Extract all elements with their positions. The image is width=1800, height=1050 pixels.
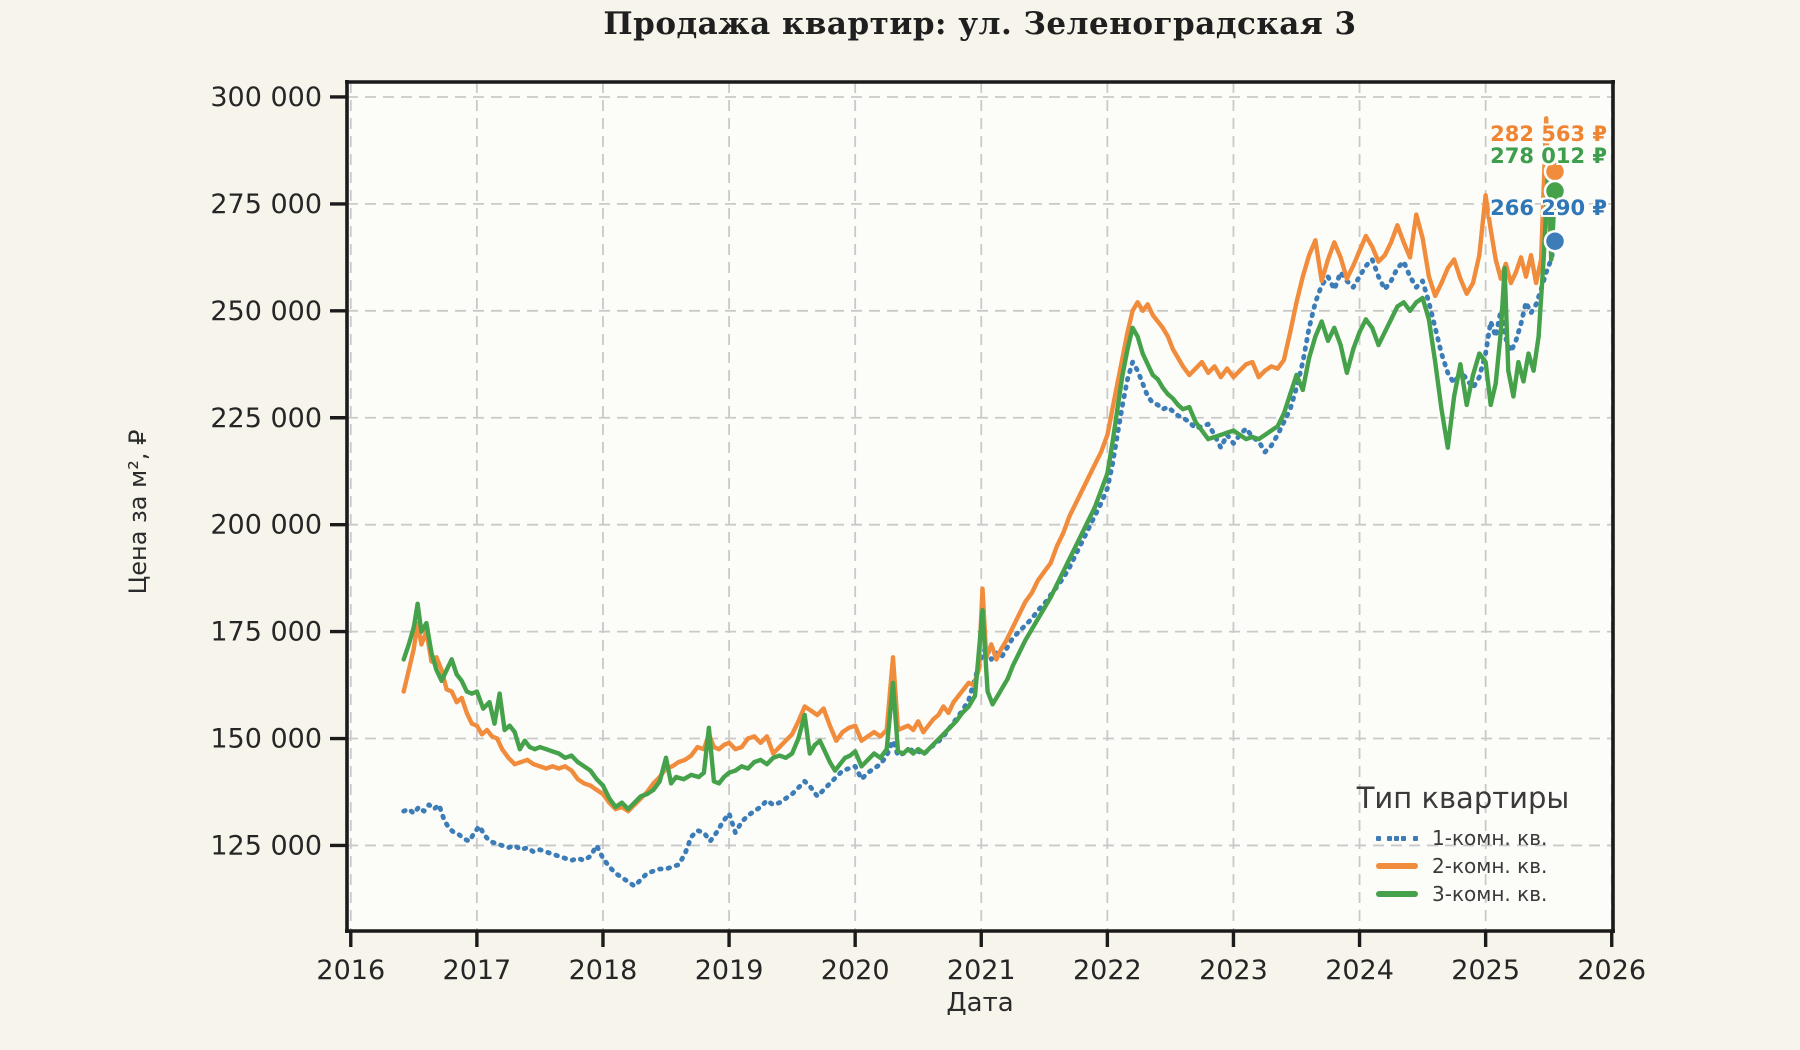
svg-text:2025: 2025 [1451,955,1520,986]
chart-title: Продажа квартир: ул. Зеленоградская 3 [603,6,1357,42]
legend-title: Тип квартиры [1356,781,1570,815]
legend-item-3room: 3-комн. кв. [1320,880,1606,908]
solid-line-swatch-icon [1376,891,1418,897]
svg-text:2026: 2026 [1577,955,1646,986]
axes-spines [345,80,1615,933]
svg-text:2020: 2020 [821,955,890,986]
svg-text:2017: 2017 [443,955,512,986]
legend-item-1room: 1-комн. кв. [1320,824,1606,852]
legend-item-2room: 2-комн. кв. [1320,852,1606,880]
final-point-marker [1543,179,1567,203]
svg-text:2021: 2021 [947,955,1016,986]
y-tick-labels: 125 000 150 000 175 000 200 000 225 000 250 0… [210,82,322,861]
svg-text:200 000: 200 000 [210,510,322,541]
svg-text:250 000: 250 000 [210,296,322,327]
svg-text:2023: 2023 [1199,955,1268,986]
svg-text:2022: 2022 [1073,955,1142,986]
svg-text:2019: 2019 [695,955,764,986]
svg-text:2016: 2016 [316,955,385,986]
series-1-комн. кв. [401,238,1558,889]
series-3-комн. кв. [401,158,1558,812]
tick-marks [330,95,1614,947]
solid-line-swatch-icon [1376,863,1418,869]
svg-text:125 000: 125 000 [210,830,322,861]
svg-text:2024: 2024 [1325,955,1394,986]
svg-text:300 000: 300 000 [210,82,322,113]
plot-area [347,82,1613,931]
final-price-label-1room: 266 290 ₽ [1490,196,1607,220]
svg-text:225 000: 225 000 [210,403,322,434]
legend: Тип квартиры 1-комн. кв. 2-комн. кв. 3-к… [1320,781,1606,908]
final-point-marker [1543,229,1567,253]
x-axis-label: Дата [946,988,1014,1018]
svg-text:150 000: 150 000 [210,724,322,755]
legend-label: 2-комн. кв. [1432,854,1548,878]
final-price-label-2room: 282 563 ₽ [1490,122,1607,146]
y-axis-label: Цена за м², ₽ [124,429,152,595]
final-price-label-3room: 278 012 ₽ [1490,144,1607,168]
svg-text:2018: 2018 [569,955,638,986]
svg-text:275 000: 275 000 [210,189,322,220]
legend-label: 1-комн. кв. [1432,826,1548,850]
svg-text:175 000: 175 000 [210,617,322,648]
dotted-line-swatch-icon [1376,835,1418,842]
x-tick-labels: 2016 2017 2018 2019 2020 2021 2022 2023 2024 2025… [316,955,1646,986]
legend-label: 3-комн. кв. [1432,882,1548,906]
